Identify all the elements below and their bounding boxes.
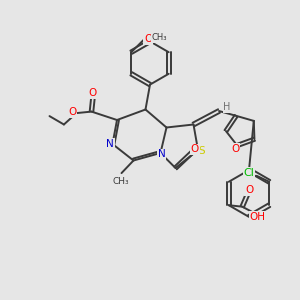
Text: O: O xyxy=(144,34,152,44)
Text: O: O xyxy=(89,88,97,98)
Text: O: O xyxy=(68,107,77,117)
Text: O: O xyxy=(191,144,199,154)
Text: O: O xyxy=(245,185,253,195)
Text: CH₃: CH₃ xyxy=(112,177,129,186)
Text: N: N xyxy=(106,139,114,149)
Text: O: O xyxy=(232,144,240,154)
Text: CH₃: CH₃ xyxy=(152,33,167,42)
Text: Cl: Cl xyxy=(244,168,255,178)
Text: S: S xyxy=(198,146,205,157)
Text: OH: OH xyxy=(250,212,266,222)
Text: N: N xyxy=(158,149,166,160)
Text: H: H xyxy=(224,102,231,112)
